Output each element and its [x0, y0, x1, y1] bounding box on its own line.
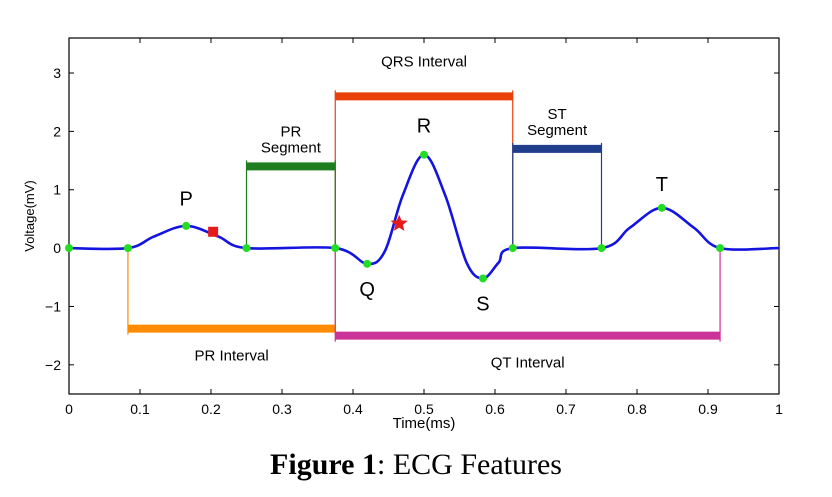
interval-label: PR Segment [261, 123, 322, 156]
interval-bar [127, 324, 336, 333]
ecg-series [68, 153, 780, 280]
axes: 0 0.1 0.2 0.3 0.4 0.5 0.6 0.7 0.8 0.9 1 3 2 1 0 −1 −2 [45, 38, 783, 417]
wave-label-q: Q [359, 279, 375, 301]
wave-labels: P Q R S T [179, 116, 667, 316]
y-tick-label: 2 [53, 123, 61, 139]
feature-point [420, 150, 428, 159]
x-tick-label: 1 [775, 401, 783, 417]
interval-bar [335, 92, 513, 101]
feature-point [65, 244, 73, 253]
x-tick-label: 0.5 [414, 401, 434, 417]
y-tick-label: −2 [45, 357, 61, 373]
y-axis-label: Voltage(mV) [22, 180, 37, 252]
plot-area [68, 37, 780, 395]
feature-point [478, 274, 487, 283]
feature-points [65, 150, 725, 283]
feature-point [716, 244, 725, 253]
interval-label: QRS Interval [381, 53, 467, 70]
feature-point [597, 244, 606, 253]
wave-label-p: P [179, 188, 192, 210]
interval-bar [246, 162, 336, 171]
y-tick-label: 3 [53, 65, 61, 81]
star-marker [390, 214, 408, 231]
interval-bar [335, 331, 721, 340]
x-tick-label: 0.6 [485, 401, 505, 417]
x-tick-label: 0.3 [272, 401, 292, 417]
interval-label: PR Interval [194, 348, 268, 365]
y-tick-label: 1 [53, 182, 61, 198]
x-tick-label: 0.2 [201, 401, 221, 417]
feature-point [182, 221, 191, 230]
feature-point [123, 244, 132, 253]
wave-label-s: S [476, 294, 489, 316]
interval-pr-segment: PR Segment [245, 123, 336, 249]
interval-annotations: QRS Interval PR Segment ST Segment PR Interva… [127, 53, 721, 372]
interval-st-segment: ST Segment [512, 106, 603, 249]
interval-label: ST Segment [527, 106, 588, 139]
x-tick-label: 0.4 [343, 401, 363, 417]
figure-caption: Figure 1: ECG Features [0, 448, 832, 482]
ecg-chart: QRS Interval PR Segment ST Segment PR Interva… [22, 37, 783, 432]
ecg-line [68, 153, 780, 280]
y-tick-label: −1 [45, 298, 61, 314]
feature-point [363, 259, 372, 268]
special-markers [208, 214, 408, 237]
x-tick-label: 0 [65, 401, 73, 417]
square-marker [208, 226, 219, 237]
x-tick-label: 0.9 [698, 401, 718, 417]
x-axis-label: Time(ms) [393, 415, 456, 432]
wave-label-t: T [656, 174, 668, 196]
interval-bar [512, 144, 602, 153]
x-tick-label: 0.1 [130, 401, 150, 417]
caption-bold: Figure 1 [270, 448, 377, 481]
wave-label-r: R [417, 116, 431, 138]
interval-label: QT Interval [491, 355, 565, 372]
x-tick-label: 0.7 [556, 401, 576, 417]
feature-point [331, 244, 340, 253]
y-tick-label: 0 [53, 240, 61, 256]
feature-point [657, 203, 666, 212]
feature-point [508, 244, 517, 253]
interval-qt-interval: QT Interval [334, 248, 721, 372]
caption-text: : ECG Features [376, 448, 562, 481]
feature-point [242, 244, 251, 253]
x-tick-label: 0.8 [627, 401, 647, 417]
